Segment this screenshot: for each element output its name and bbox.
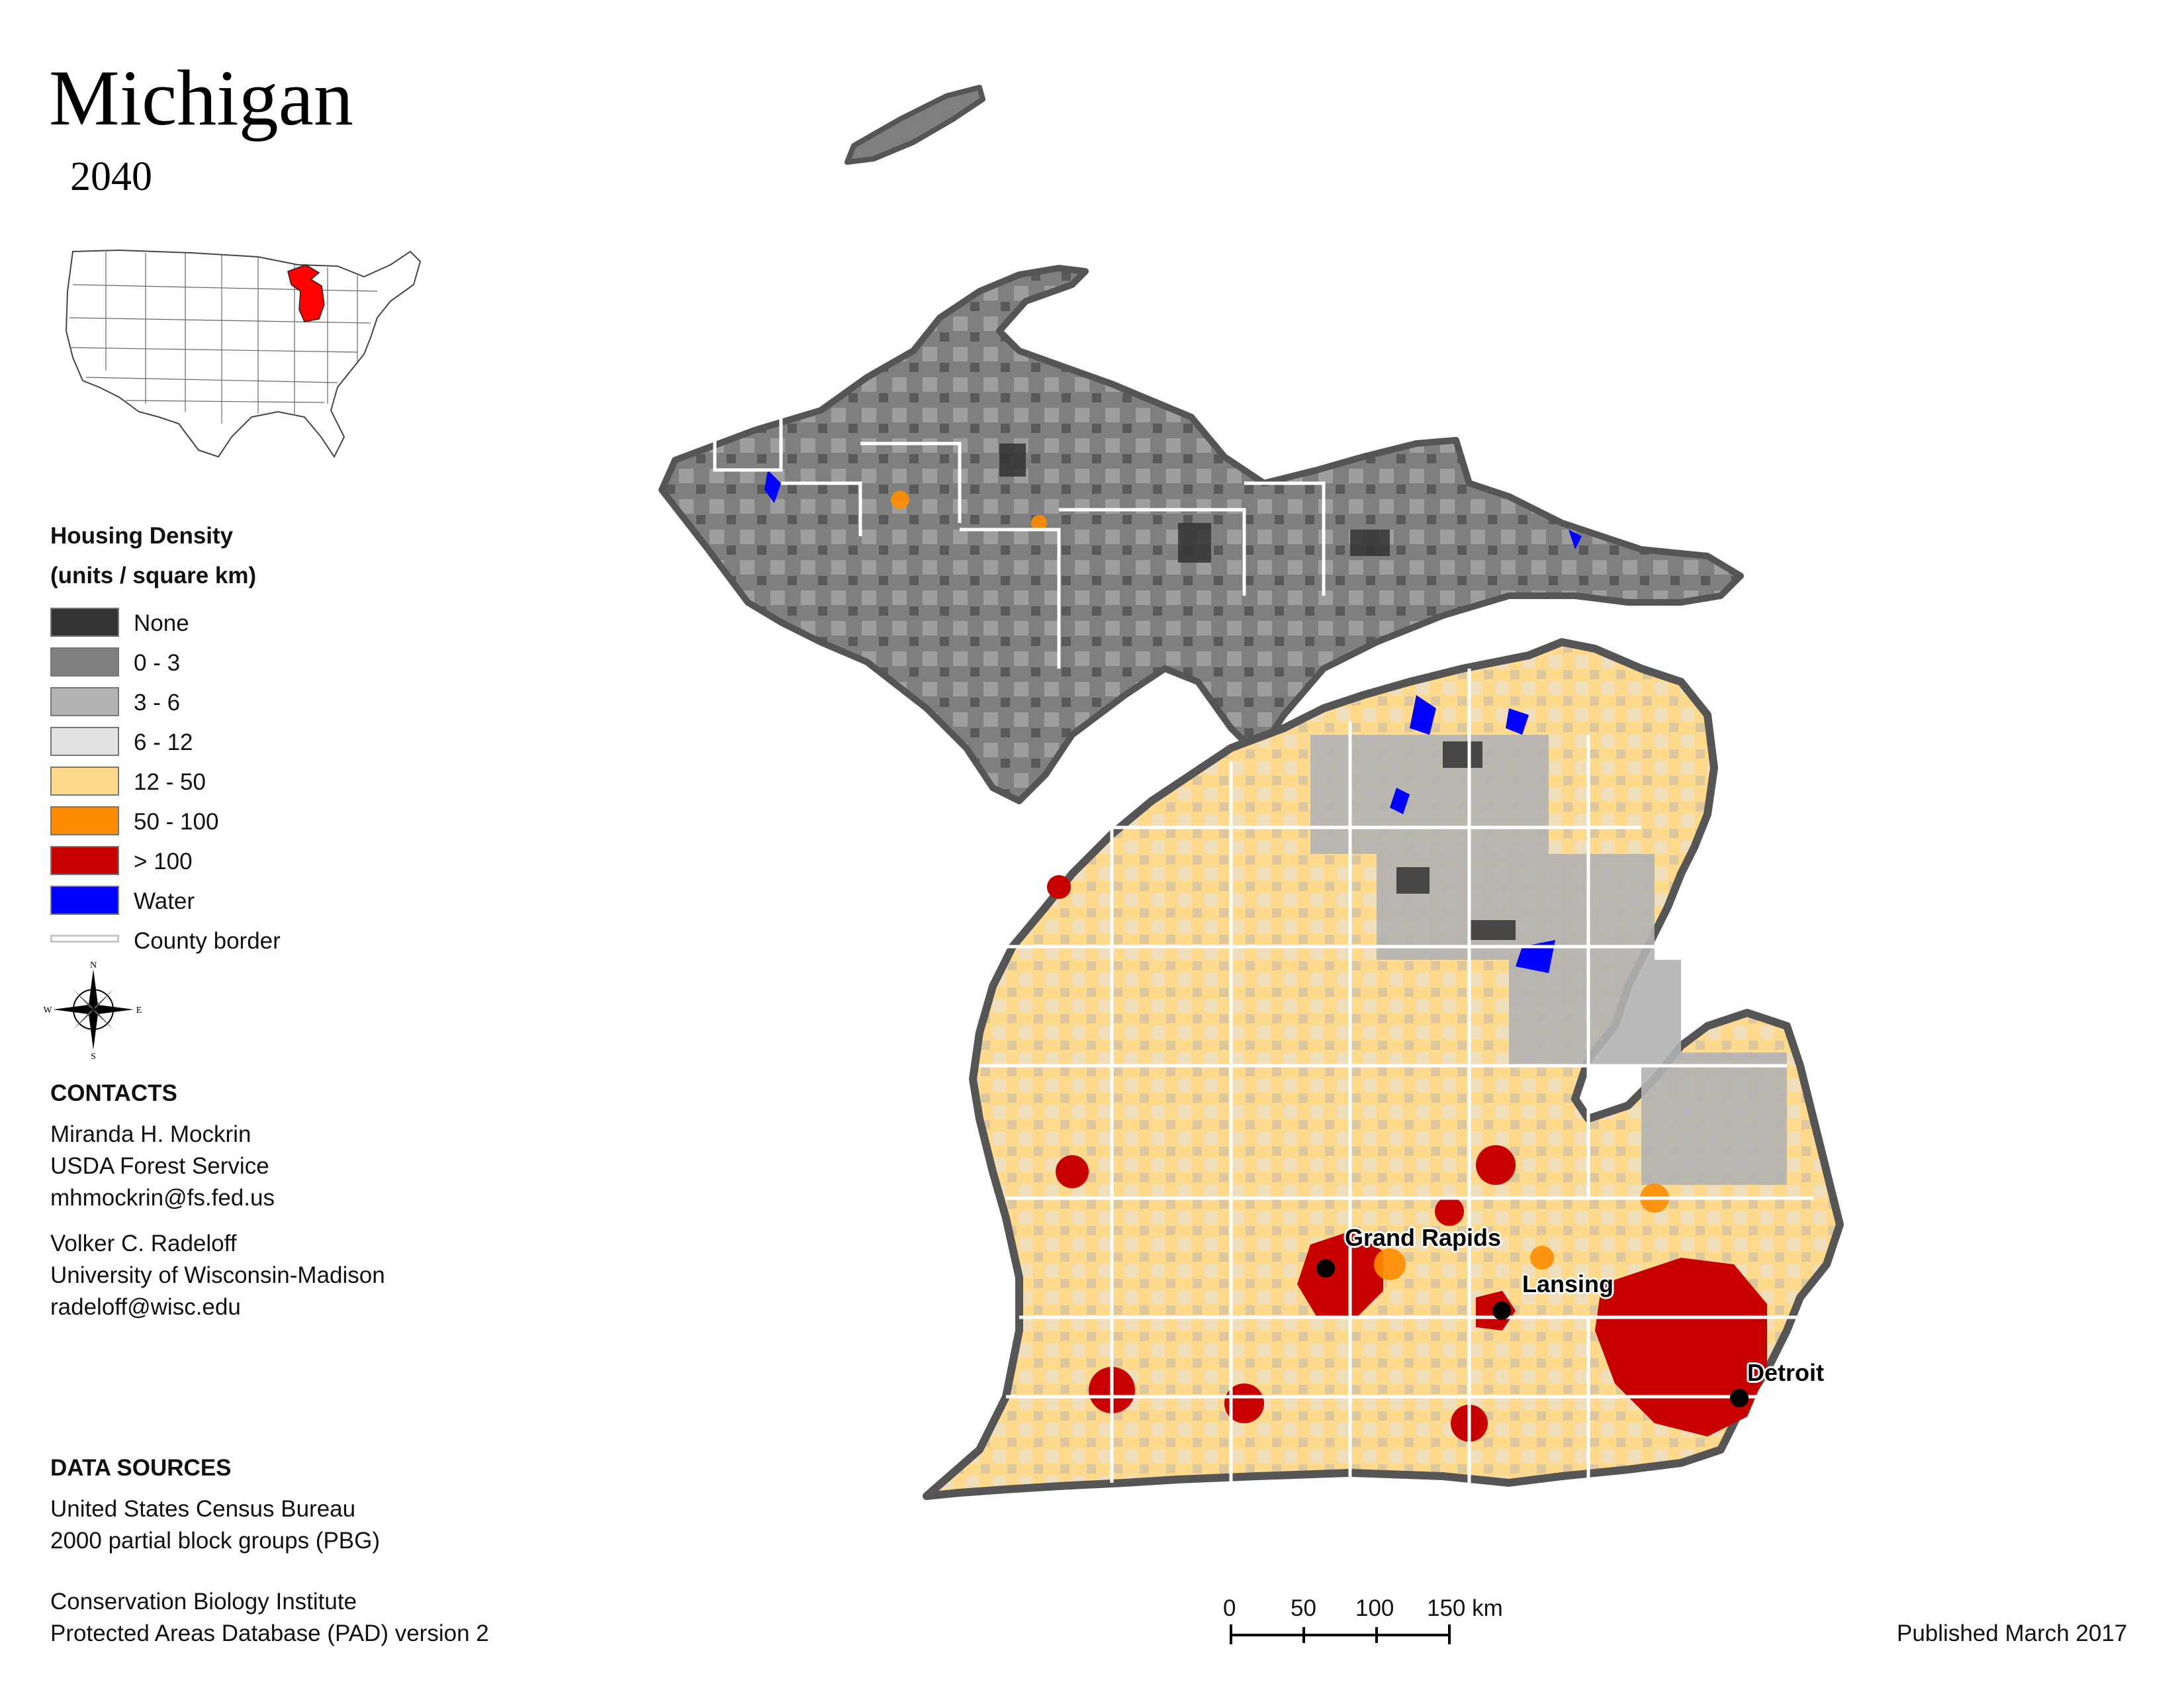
map-year: 2040 xyxy=(70,154,152,199)
legend-swatch xyxy=(50,608,119,637)
grand-rapids-marker xyxy=(1316,1259,1335,1278)
contacts-heading: CONTACTS xyxy=(50,1080,177,1106)
city-label-detroit: Detroit xyxy=(1747,1359,1824,1386)
county-borders xyxy=(713,404,1813,1483)
compass-e: E xyxy=(136,1006,142,1015)
legend-swatch xyxy=(50,647,119,677)
scale-label-100: 100 xyxy=(1355,1595,1394,1621)
none-patches xyxy=(999,444,1516,940)
city-label-lansing: Lansing xyxy=(1522,1270,1614,1297)
contact-1-email: mhmockrin@fs.fed.us xyxy=(50,1185,275,1211)
legend-swatch xyxy=(50,806,119,835)
data-source-line: United States Census Bureau xyxy=(50,1496,356,1522)
contact-2-org: University of Wisconsin-Madison xyxy=(50,1262,385,1288)
legend-units: (units / square km) xyxy=(50,563,257,588)
legend-label: 0 - 3 xyxy=(134,650,181,676)
contact-2-email: radeloff@wisc.edu xyxy=(50,1294,241,1320)
detroit-marker xyxy=(1730,1389,1749,1407)
compass-w: W xyxy=(44,1006,52,1015)
scale-bar xyxy=(1230,1624,1451,1644)
legend-swatch xyxy=(50,886,119,915)
data-source-line: 2000 partial block groups (PBG) xyxy=(50,1528,381,1554)
isle-royale xyxy=(844,85,985,165)
legend-label: 12 - 50 xyxy=(134,769,206,795)
published-date: Published March 2017 xyxy=(1897,1620,2128,1646)
legend-label: None xyxy=(134,610,189,636)
legend-swatch xyxy=(50,727,119,756)
legend-title: Housing Density xyxy=(50,523,234,549)
compass-s: S xyxy=(91,1052,96,1059)
data-source-line: Conservation Biology Institute xyxy=(50,1589,357,1615)
legend-swatch xyxy=(50,767,119,796)
legend-label: 3 - 6 xyxy=(134,690,181,716)
data-source-line: Protected Areas Database (PAD) version 2 xyxy=(50,1620,489,1646)
scale-label-150: 150 km xyxy=(1427,1595,1503,1621)
contact-2-name: Volker C. Radeloff xyxy=(50,1231,237,1256)
compass-rose-icon: N S W E xyxy=(44,961,142,1059)
grand-rapids-metro xyxy=(1297,1231,1383,1317)
city-label-grand-rapids: Grand Rapids xyxy=(1345,1224,1502,1251)
legend-label: 6 - 12 xyxy=(134,729,193,755)
michigan-highlight xyxy=(287,264,325,322)
map-title: Michigan xyxy=(49,54,353,142)
legend-swatch xyxy=(50,846,119,875)
compass-n: N xyxy=(90,961,97,970)
legend-label: 50 - 100 xyxy=(134,809,219,835)
legend-label: Water xyxy=(134,888,195,914)
suburban-medium-density xyxy=(891,491,1669,1280)
contact-1-name: Miranda H. Mockrin xyxy=(50,1121,251,1147)
legend-label: County border xyxy=(134,928,281,954)
us-locator-map xyxy=(65,249,422,458)
contact-1-org: USDA Forest Service xyxy=(50,1153,269,1179)
lansing-marker xyxy=(1492,1301,1511,1320)
legend-label: > 100 xyxy=(134,849,193,874)
legend-swatch xyxy=(50,687,119,716)
detroit-metro xyxy=(1595,1258,1767,1436)
michigan-housing-density-map xyxy=(659,85,1844,1500)
county-border-swatch xyxy=(50,935,119,943)
scale-label-50: 50 xyxy=(1291,1595,1316,1621)
data-sources-heading: DATA SOURCES xyxy=(50,1455,232,1481)
scale-label-0: 0 xyxy=(1223,1595,1236,1621)
